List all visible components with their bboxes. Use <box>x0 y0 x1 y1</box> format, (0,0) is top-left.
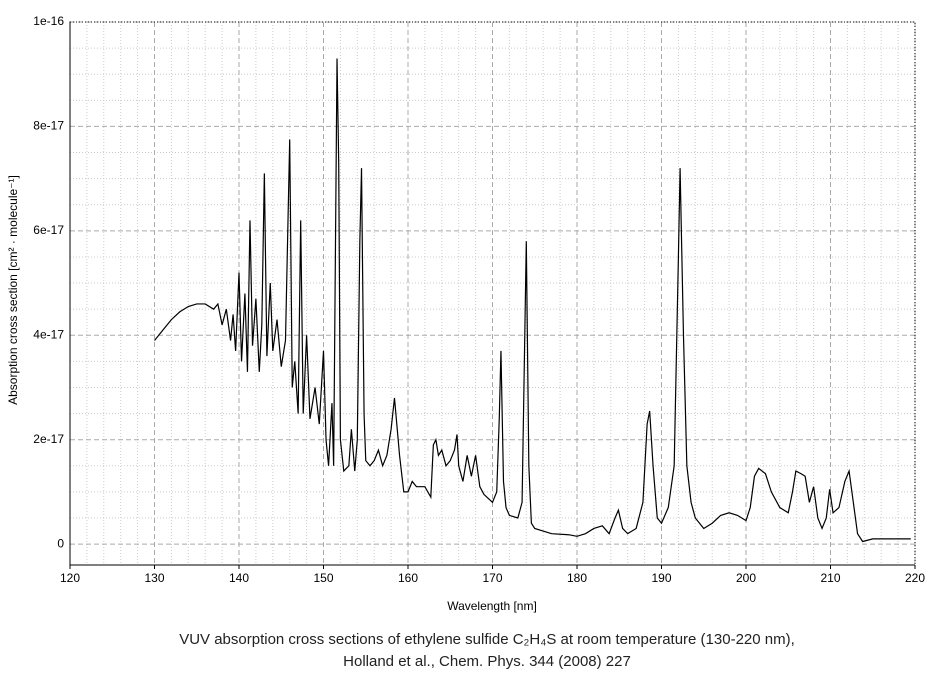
x-tick-label: 210 <box>820 571 840 585</box>
x-tick-label: 170 <box>482 571 502 585</box>
x-tick-label: 180 <box>567 571 587 585</box>
y-tick-label: 1e-16 <box>33 14 64 28</box>
y-tick-label: 4e-17 <box>33 327 64 341</box>
x-tick-label: 140 <box>229 571 249 585</box>
caption: Holland et al., Chem. Phys. 344 (2008) 2… <box>343 653 631 670</box>
spectrum-line <box>154 58 911 543</box>
y-tick-label: 2e-17 <box>33 432 64 446</box>
y-tick-label: 0 <box>57 536 64 550</box>
y-tick-label: 6e-17 <box>33 223 64 237</box>
plot-frame <box>69 21 916 566</box>
x-tick-label: 130 <box>144 571 164 585</box>
x-tick-label: 160 <box>398 571 418 585</box>
x-tick-label: 220 <box>905 571 925 585</box>
x-axis-label: Wavelength [nm] <box>447 599 537 613</box>
x-tick-label: 190 <box>651 571 671 585</box>
x-tick-label: 150 <box>313 571 333 585</box>
y-axis-label: Absorption cross section [cm² · molecule… <box>6 175 20 405</box>
x-tick-label: 200 <box>736 571 756 585</box>
caption: VUV absorption cross sections of ethylen… <box>179 631 795 648</box>
y-tick-label: 8e-17 <box>33 119 64 133</box>
x-tick-label: 120 <box>60 571 80 585</box>
